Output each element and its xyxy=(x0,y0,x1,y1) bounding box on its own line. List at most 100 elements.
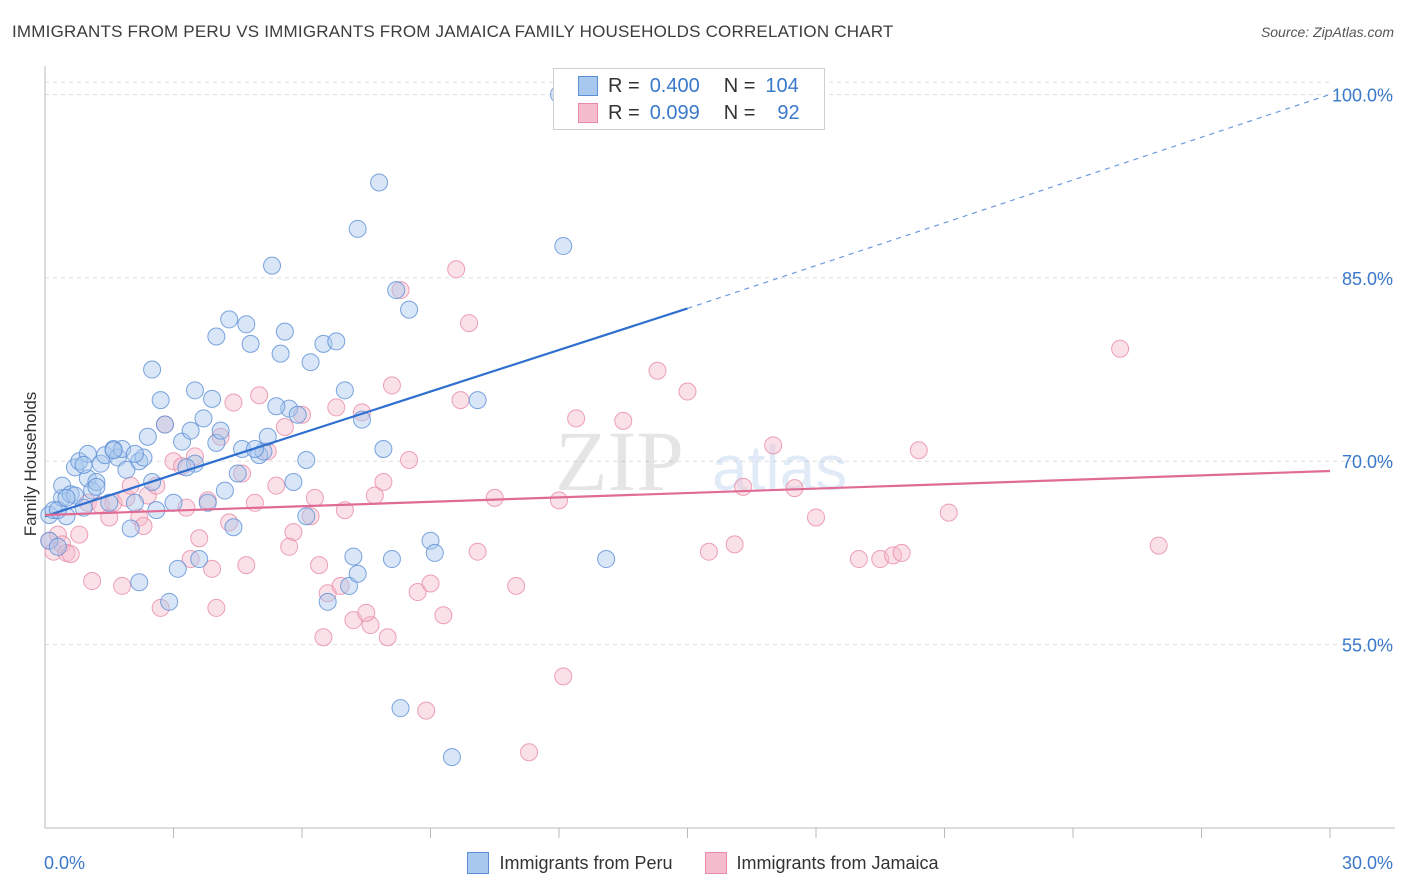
peru-point xyxy=(48,537,67,556)
jamaica-point xyxy=(678,382,697,401)
jamaica-point xyxy=(233,464,252,483)
jamaica-point xyxy=(468,542,487,561)
peru-point xyxy=(391,699,410,718)
peru-point xyxy=(151,391,170,410)
peru-point xyxy=(288,405,307,424)
peru-point xyxy=(425,543,444,562)
peru-point xyxy=(382,550,401,569)
jamaica-point xyxy=(725,535,744,554)
jamaica-point xyxy=(203,559,222,578)
x-tick-labels: 0.0% 30.0% xyxy=(44,853,1393,873)
peru-point xyxy=(297,451,316,470)
peru-point xyxy=(125,444,144,463)
trend-lines xyxy=(44,93,1331,518)
peru-point xyxy=(220,310,239,329)
peru-point xyxy=(421,531,440,550)
peru-point xyxy=(554,237,573,256)
peru-point xyxy=(340,576,359,595)
r-label: R = xyxy=(608,101,640,124)
peru-point xyxy=(318,592,337,611)
jamaica-point xyxy=(421,574,440,593)
jamaica-legend-label: Immigrants from Jamaica xyxy=(736,852,939,873)
peru-point xyxy=(57,488,76,507)
peru-point xyxy=(348,219,367,238)
peru-point xyxy=(143,360,162,379)
jamaica-point xyxy=(614,411,633,430)
jamaica-r-value: 0.099 xyxy=(649,101,700,124)
jamaica-point xyxy=(391,281,410,300)
jamaica-point xyxy=(485,488,504,507)
peru-point xyxy=(241,334,260,353)
peru-point xyxy=(168,559,187,578)
peru-point xyxy=(237,315,256,334)
jamaica-n-value: 92 xyxy=(777,101,800,124)
peru-point xyxy=(138,427,157,446)
jamaica-point xyxy=(408,583,427,602)
peru-point xyxy=(370,173,389,192)
jamaica-point xyxy=(434,606,453,625)
jamaica-point xyxy=(378,628,397,647)
jamaica-point xyxy=(361,616,380,635)
peru-trend-line xyxy=(44,307,688,518)
jamaica-point xyxy=(190,529,209,548)
series-legend: Immigrants from Peru Immigrants from Jam… xyxy=(0,852,1406,874)
jamaica-point xyxy=(460,314,479,333)
peru-point xyxy=(468,391,487,410)
peru-point xyxy=(374,440,393,458)
jamaica-point xyxy=(1111,339,1130,358)
peru-point xyxy=(104,441,123,460)
jamaica-point xyxy=(267,476,286,495)
jamaica-point xyxy=(207,598,226,617)
peru-point xyxy=(335,381,354,400)
jamaica-point xyxy=(284,523,303,542)
jamaica-point xyxy=(310,556,329,575)
peru-point xyxy=(160,592,179,611)
jamaica-point xyxy=(275,417,294,436)
peru-point xyxy=(267,397,286,416)
jamaica-point xyxy=(301,507,320,526)
peru-point xyxy=(271,344,290,363)
jamaica-point xyxy=(1149,536,1168,555)
peru-point xyxy=(190,550,209,569)
jamaica-trend-line xyxy=(44,469,1331,517)
peru-point xyxy=(194,409,213,428)
jamaica-point xyxy=(327,398,346,417)
legend-item-jamaica: Immigrants from Jamaica xyxy=(704,852,939,874)
peru-point xyxy=(125,493,144,512)
peru-point xyxy=(301,353,320,372)
peru-point xyxy=(228,464,247,483)
peru-point xyxy=(100,493,119,512)
peru-point xyxy=(164,493,183,512)
peru-point xyxy=(207,433,226,452)
jamaica-point xyxy=(357,603,376,622)
legend-item-peru: Immigrants from Peru xyxy=(467,852,673,874)
peru-point xyxy=(207,327,226,346)
y-axis-label: Family Households xyxy=(21,392,40,537)
jamaica-point xyxy=(113,576,132,595)
n-label: N = xyxy=(723,74,756,97)
y-tick-label: 85.0% xyxy=(1342,269,1393,289)
jamaica-point xyxy=(237,556,256,575)
jamaica-point xyxy=(764,436,783,455)
peru-point xyxy=(442,748,461,767)
peru-point xyxy=(224,518,243,537)
legend-row-jamaica: R = 0.099 N = 92 xyxy=(578,102,800,124)
peru-point xyxy=(121,519,140,538)
peru-point xyxy=(263,256,282,275)
peru-point xyxy=(181,421,200,440)
peru-point xyxy=(198,493,217,512)
peru-point xyxy=(297,507,316,526)
jamaica-point xyxy=(849,550,868,569)
y-tick-labels: 55.0% 70.0% 85.0% 100.0% xyxy=(1332,85,1393,655)
peru-trend-extension xyxy=(687,93,1331,309)
jamaica-point xyxy=(520,743,539,762)
jamaica-point xyxy=(734,477,753,496)
jamaica-point xyxy=(400,451,419,470)
jamaica-point xyxy=(314,628,333,647)
x-tick-label-max: 30.0% xyxy=(1342,853,1393,873)
y-tick-label: 55.0% xyxy=(1342,636,1393,656)
jamaica-point xyxy=(567,409,586,428)
jamaica-point xyxy=(374,473,393,492)
peru-point xyxy=(87,473,106,492)
